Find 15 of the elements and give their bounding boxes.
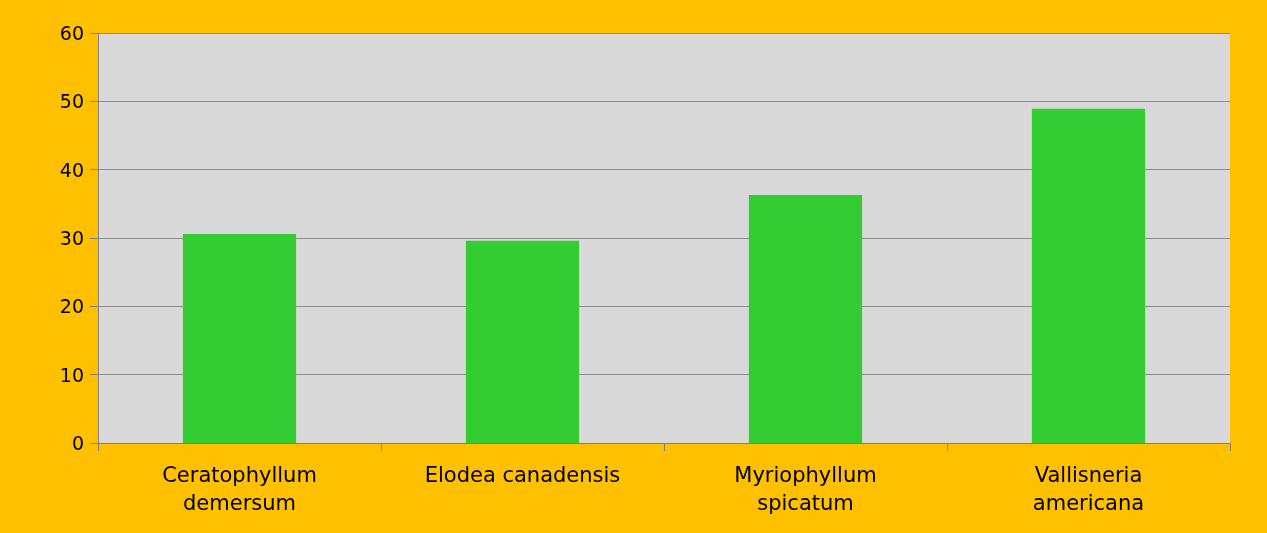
x-tick-label: Myriophyllum spicatum	[734, 463, 877, 515]
y-tick-label: 40	[59, 158, 84, 181]
y-tick-label: 10	[59, 363, 84, 386]
bar	[748, 194, 863, 443]
y-tick-label: 50	[59, 90, 84, 113]
y-tick-label: 20	[59, 295, 84, 318]
y-tick-label: 30	[59, 227, 84, 249]
bar	[182, 233, 297, 443]
x-tick-label: Ceratophyllum demersum	[162, 463, 317, 515]
y-tick-label: 0	[71, 432, 84, 454]
bar	[1031, 108, 1146, 443]
y-tick-label: 60	[59, 22, 84, 44]
x-tick-label: Vallisneria americana	[1032, 463, 1145, 515]
bar	[465, 240, 580, 443]
x-tick-label: Elodea canadensis	[424, 463, 621, 487]
